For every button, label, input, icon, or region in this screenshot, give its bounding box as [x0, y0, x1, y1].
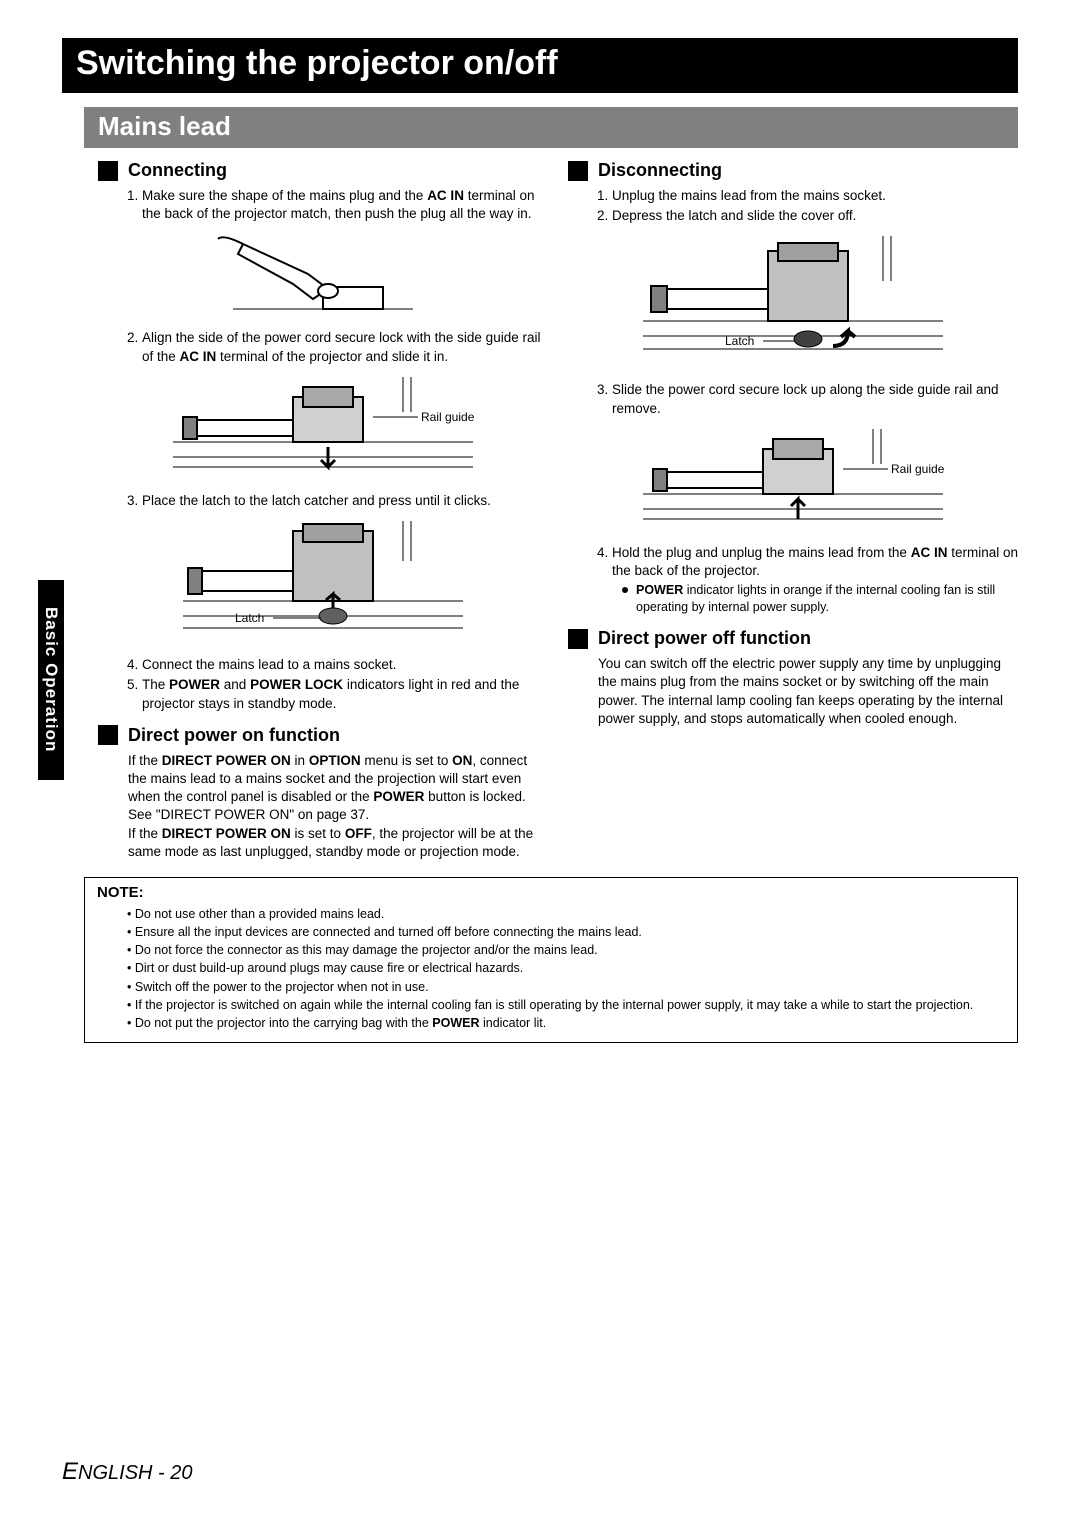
content-columns: Connecting Make sure the shape of the ma… [98, 156, 1018, 861]
footer-sep: - [152, 1462, 170, 1484]
connecting-heading-label: Connecting [128, 160, 227, 181]
rail-guide-label: Rail guide [891, 462, 945, 476]
direct-power-off-heading: Direct power off function [568, 628, 1018, 649]
step-item: Connect the mains lead to a mains socket… [142, 656, 548, 674]
note-item: Switch off the power to the projector wh… [127, 978, 1005, 996]
disconnecting-heading-label: Disconnecting [598, 160, 722, 181]
figure-rail-guide-right: Rail guide [568, 424, 1018, 534]
step-item: Depress the latch and slide the cover of… [612, 207, 1018, 225]
rail-guide-label: Rail guide [421, 410, 475, 424]
square-bullet-icon [568, 161, 588, 181]
direct-power-on-heading: Direct power on function [98, 725, 548, 746]
note-box: NOTE: Do not use other than a provided m… [84, 877, 1018, 1043]
disconnecting-steps-4: Hold the plug and unplug the mains lead … [612, 544, 1018, 580]
left-column: Connecting Make sure the shape of the ma… [98, 156, 548, 861]
connecting-heading: Connecting [98, 160, 548, 181]
direct-power-on-body: If the DIRECT POWER ON in OPTION menu is… [128, 752, 548, 861]
connecting-steps-2: Align the side of the power cord secure … [142, 329, 548, 365]
square-bullet-icon [98, 161, 118, 181]
figure-plug [98, 229, 548, 319]
right-column: Disconnecting Unplug the mains lead from… [568, 156, 1018, 861]
note-item: Do not put the projector into the carryi… [127, 1014, 1005, 1032]
main-title: Switching the projector on/off [62, 38, 1018, 93]
latch-label: Latch [725, 334, 754, 348]
note-item: Do not use other than a provided mains l… [127, 905, 1005, 923]
step-item: Unplug the mains lead from the mains soc… [612, 187, 1018, 205]
connecting-steps-4-5: Connect the mains lead to a mains socket… [142, 656, 548, 713]
note-list: Do not use other than a provided mains l… [127, 905, 1005, 1032]
step-item: The POWER and POWER LOCK indicators ligh… [142, 676, 548, 712]
direct-power-off-body: You can switch off the electric power su… [598, 655, 1018, 728]
square-bullet-icon [98, 725, 118, 745]
footer-page: 20 [170, 1462, 192, 1484]
step-item: Place the latch to the latch catcher and… [142, 492, 548, 510]
bullet-dot-icon [622, 587, 628, 593]
step-item: Make sure the shape of the mains plug an… [142, 187, 548, 223]
section-title: Mains lead [84, 107, 1018, 148]
step-item: Slide the power cord secure lock up alon… [612, 381, 1018, 417]
figure-rail-guide-left: Rail guide [98, 372, 548, 482]
note-item: Ensure all the input devices are connect… [127, 923, 1005, 941]
page-footer: ENGLISH - 20 [62, 1458, 193, 1486]
note-item: If the projector is switched on again wh… [127, 996, 1005, 1014]
connecting-steps-1: Make sure the shape of the mains plug an… [142, 187, 548, 223]
power-indicator-text: POWER indicator lights in orange if the … [636, 582, 1018, 616]
connecting-steps-3: Place the latch to the latch catcher and… [142, 492, 548, 510]
note-title: NOTE: [97, 884, 1005, 901]
power-indicator-note: POWER indicator lights in orange if the … [622, 582, 1018, 616]
note-item: Do not force the connector as this may d… [127, 941, 1005, 959]
direct-power-off-label: Direct power off function [598, 628, 811, 649]
direct-power-on-label: Direct power on function [128, 725, 340, 746]
note-item: Dirt or dust build-up around plugs may c… [127, 959, 1005, 977]
disconnecting-steps-3: Slide the power cord secure lock up alon… [612, 381, 1018, 417]
disconnecting-heading: Disconnecting [568, 160, 1018, 181]
side-tab-basic-operation: Basic Operation [38, 580, 64, 780]
disconnecting-steps-1-2: Unplug the mains lead from the mains soc… [612, 187, 1018, 225]
figure-latch-left: Latch [98, 516, 548, 646]
footer-lang: ENGLISH [62, 1462, 152, 1484]
step-item: Align the side of the power cord secure … [142, 329, 548, 365]
figure-latch-right: Latch [568, 231, 1018, 371]
step-item: Hold the plug and unplug the mains lead … [612, 544, 1018, 580]
latch-label: Latch [235, 611, 264, 625]
square-bullet-icon [568, 629, 588, 649]
